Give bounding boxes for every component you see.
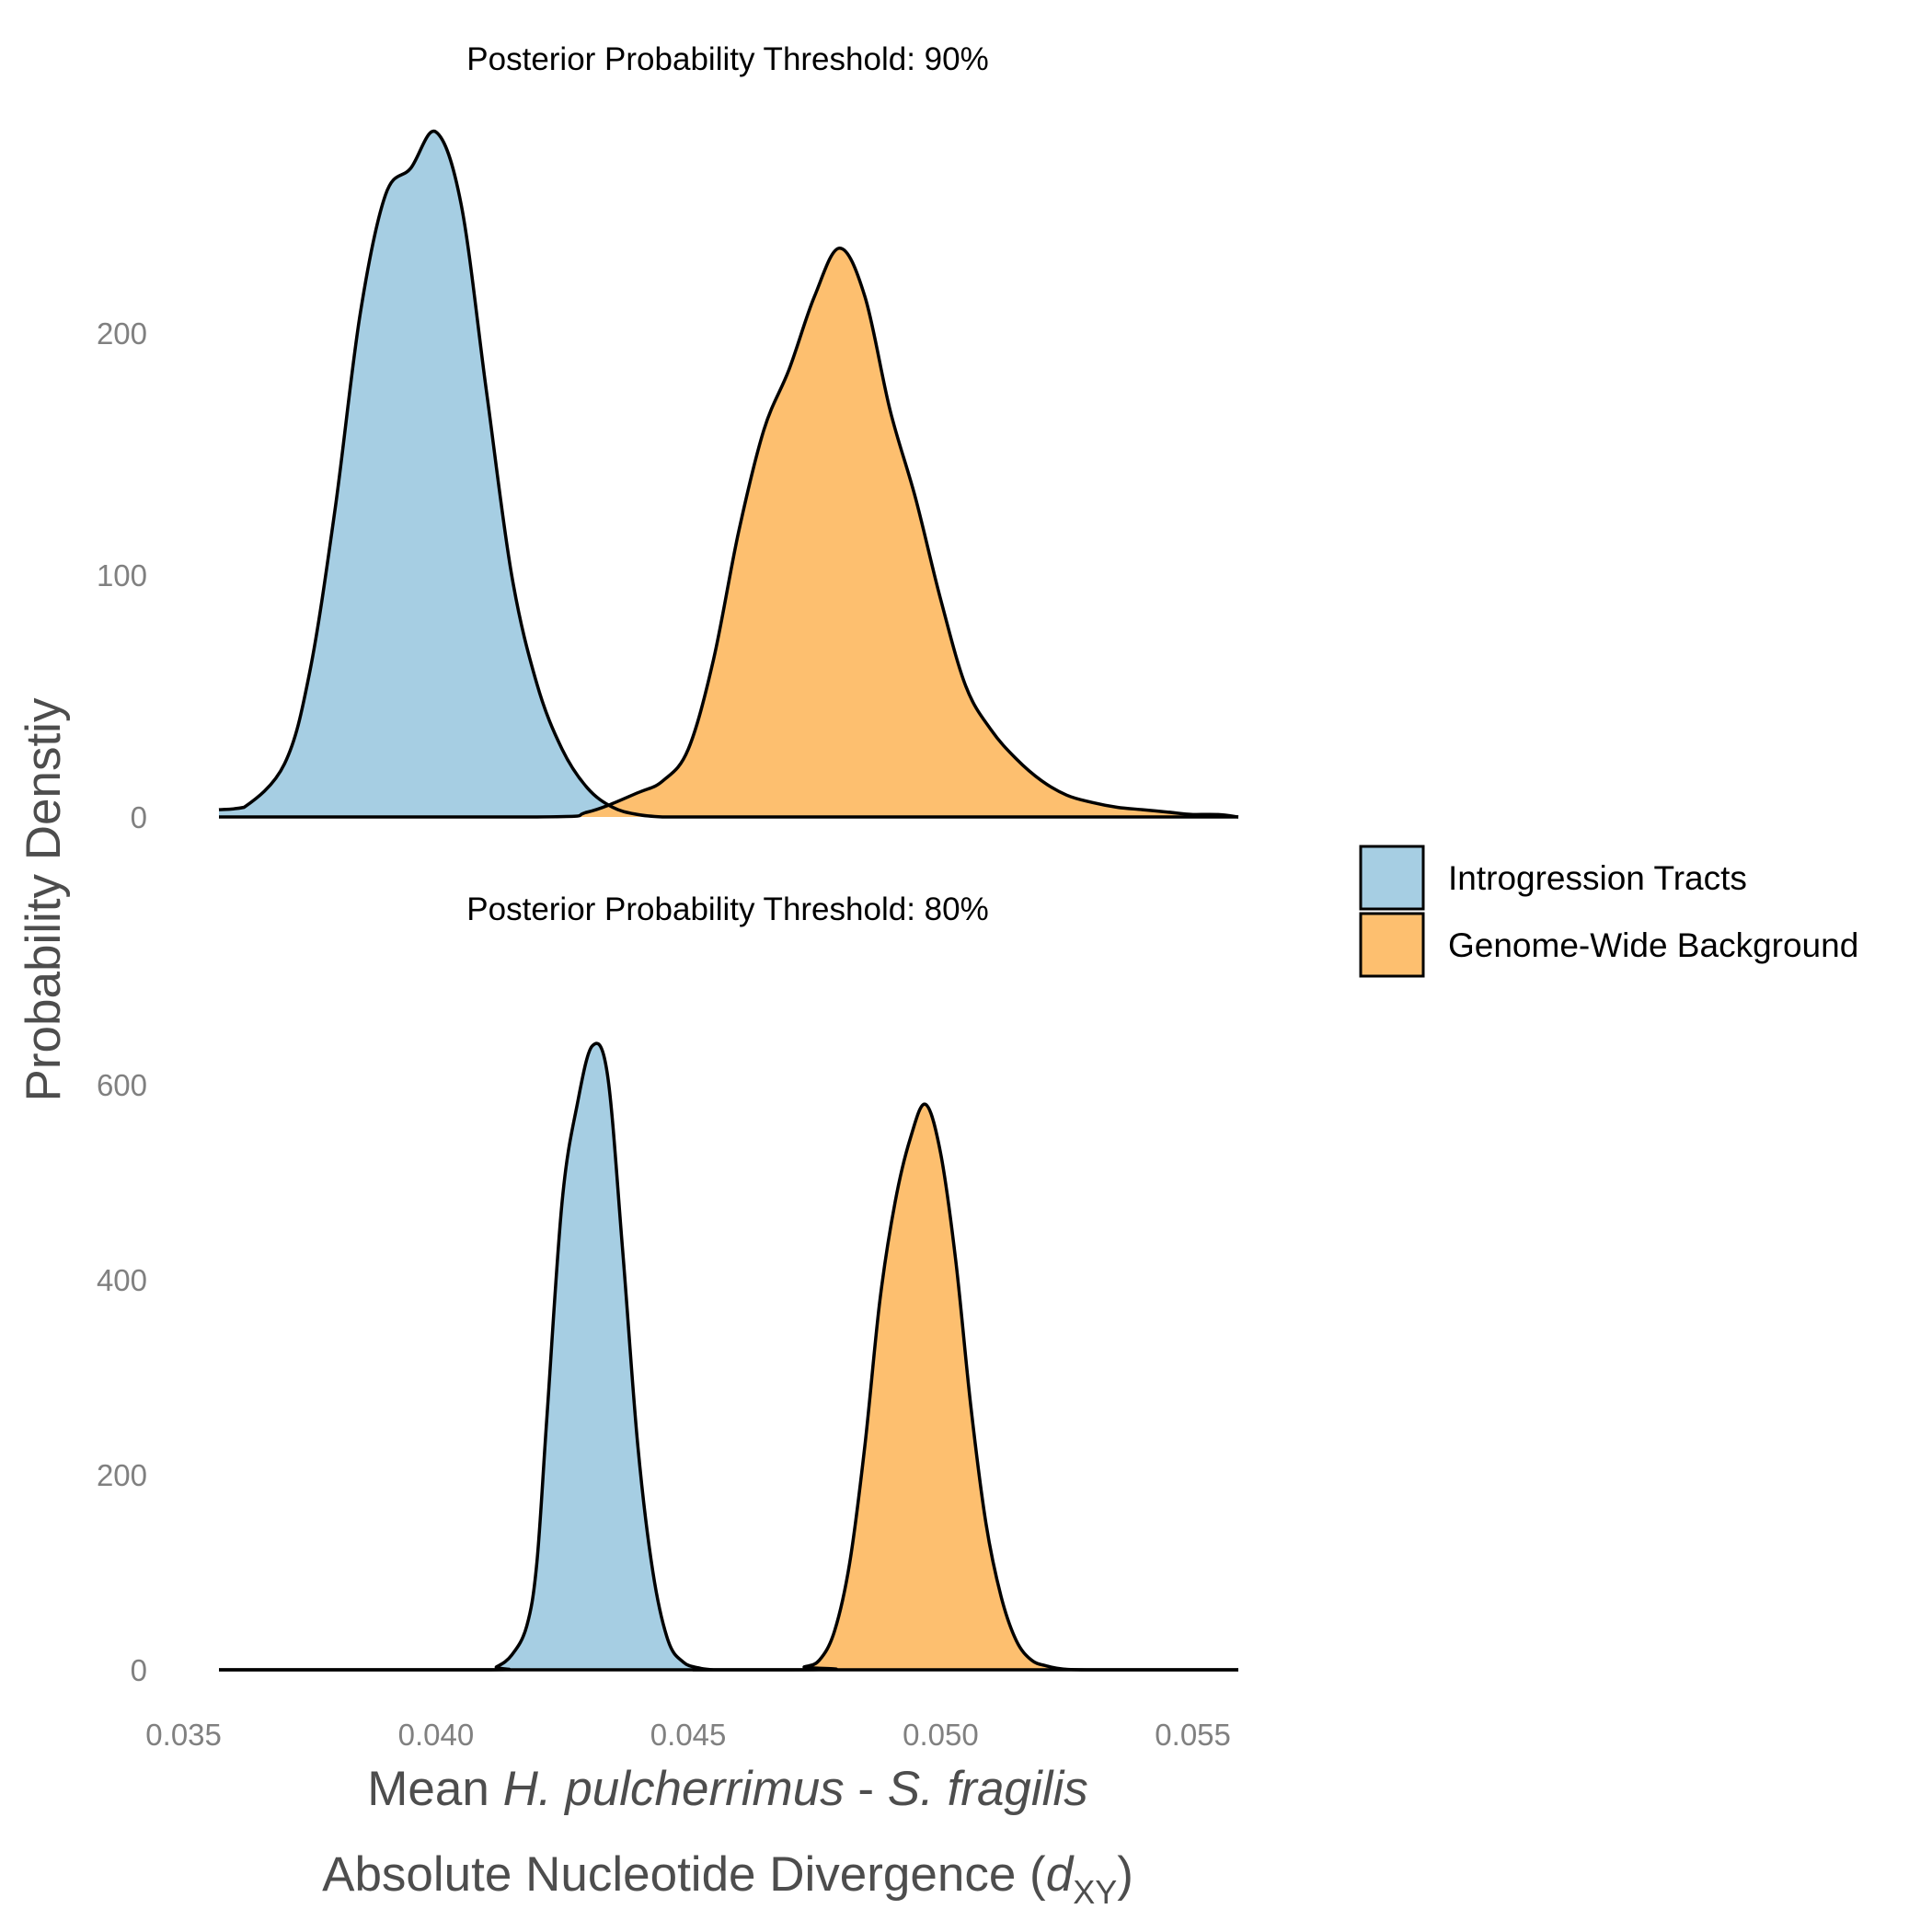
x-tick-label: 0.055 <box>1155 1718 1231 1752</box>
legend-label-introgression: Introgression Tracts <box>1448 859 1747 897</box>
x-axis-title-main: Absolute Nucleotide Divergence ( <box>322 1847 1046 1902</box>
legend-key-introgression <box>1359 845 1425 911</box>
y-tick-label: 200 <box>97 316 147 351</box>
x-tick-label: 0.040 <box>398 1718 475 1752</box>
y-tick-label: 100 <box>97 558 147 592</box>
y-tick-label: 600 <box>97 1068 147 1102</box>
y-tick-label: 0 <box>131 800 147 834</box>
x-axis-title-line2: Absolute Nucleotide Divergence (dXY) <box>322 1847 1133 1911</box>
panel-80-y-ticks: 0 200 400 600 <box>97 1068 147 1687</box>
x-axis-title-separator: - <box>845 1762 888 1816</box>
panel-title-80: Posterior Probability Threshold: 80% <box>466 891 988 927</box>
x-axis-title-species-2: S. fragilis <box>888 1762 1088 1816</box>
density-fill-background <box>219 1104 1238 1670</box>
density-line-background <box>219 246 1239 819</box>
density-line-introgression <box>218 129 1238 819</box>
density-line-introgression <box>219 1041 1238 1672</box>
x-axis-title-prefix: Mean <box>367 1762 502 1816</box>
y-tick-label: 200 <box>97 1458 147 1492</box>
legend: Introgression Tracts Genome-Wide Backgro… <box>1359 845 1858 978</box>
y-axis-title: Probability Denstiy <box>17 697 71 1101</box>
panel-90-areas <box>218 129 1239 819</box>
x-axis-title-sub: XY <box>1073 1873 1117 1911</box>
y-tick-label: 0 <box>131 1653 147 1687</box>
panel-title-90: Posterior Probability Threshold: 90% <box>466 41 988 77</box>
panel-80-areas <box>219 1041 1238 1672</box>
density-line-background <box>219 1102 1238 1672</box>
x-tick-label: 0.035 <box>145 1718 222 1752</box>
density-fill-background <box>219 247 1238 818</box>
legend-label-background: Genome-Wide Background <box>1448 926 1858 964</box>
x-axis-title-line1: Mean H. pulcherrimus - S. fragilis <box>367 1762 1087 1816</box>
panel-90-y-ticks: 0 100 200 <box>97 316 147 834</box>
x-tick-label: 0.045 <box>650 1718 727 1752</box>
y-tick-label: 400 <box>97 1263 147 1297</box>
x-axis-title-species-1: H. pulcherrimus <box>503 1762 845 1816</box>
x-tick-label: 0.050 <box>903 1718 979 1752</box>
panel-90: Posterior Probability Threshold: 90% 0 10… <box>97 41 1239 834</box>
x-axis-title-var: d <box>1046 1847 1075 1902</box>
x-axis-title-close: ) <box>1117 1847 1133 1902</box>
x-axis-ticks: 0.035 0.040 0.045 0.050 0.055 <box>145 1718 1231 1752</box>
panel-80: Posterior Probability Threshold: 80% 0 20… <box>97 891 1238 1687</box>
legend-key-background <box>1359 912 1425 978</box>
density-fill-introgression <box>219 1043 1238 1670</box>
